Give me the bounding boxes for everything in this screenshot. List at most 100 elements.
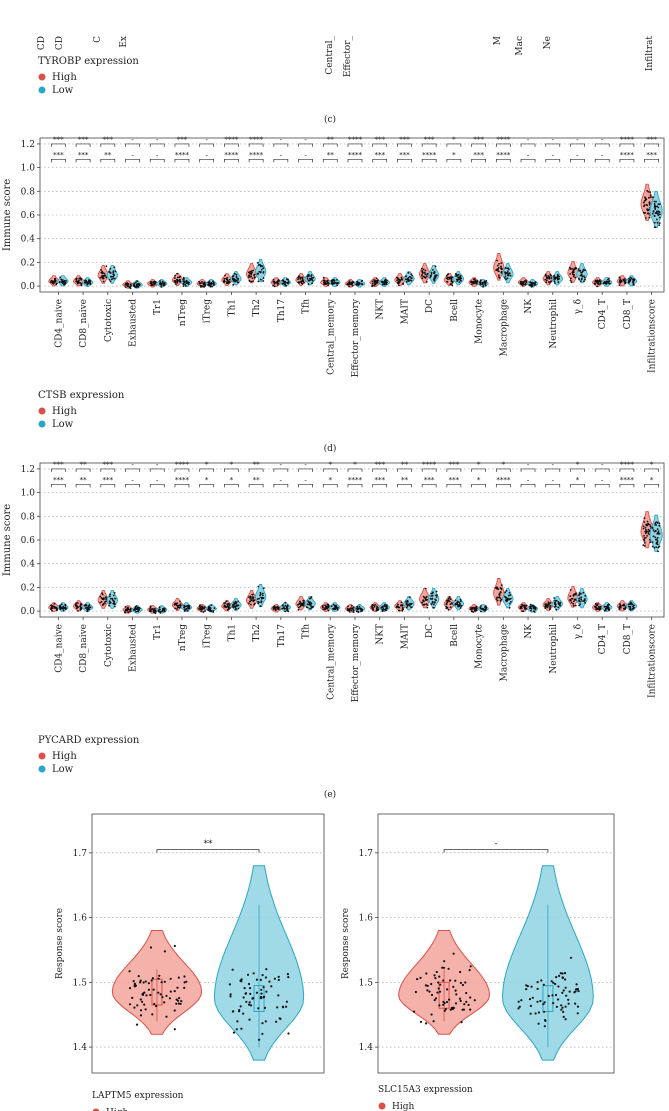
panel-e-point [430, 595, 433, 597]
panel-e-point [51, 607, 54, 610]
panel-d-x-tick-label: nTreg [178, 299, 188, 326]
panel-e-point [127, 608, 130, 611]
panel-e-sig-label: *** [424, 476, 435, 484]
panel-e-sig-label: - [601, 476, 604, 484]
panel-e-sig-label: - [552, 476, 555, 484]
panel-f-right-point [473, 999, 476, 1002]
top-fragment-axis-label: Ex [119, 36, 129, 48]
panel-e-point [429, 597, 432, 600]
panel-d-point [503, 277, 506, 279]
panel-d-point [182, 283, 185, 286]
panel-d-sig-bracket [224, 158, 239, 163]
panel-f-right-point [547, 994, 550, 998]
panel-f-right-point [465, 1000, 468, 1004]
panel-d-point [310, 278, 313, 281]
panel-e-violin-high [493, 578, 505, 606]
panel-d-x-tick-label: Central_memory [326, 298, 336, 375]
panel-d-point [211, 285, 213, 288]
panel-d-point [651, 212, 654, 215]
panel-d-point [448, 276, 450, 279]
panel-f-left-point [160, 981, 163, 984]
panel-d-point [479, 283, 482, 286]
panel-d-point [251, 277, 254, 280]
panel-e-point [504, 595, 506, 598]
panel-e-point [575, 594, 577, 596]
panel-e-sig-bracket [421, 468, 437, 472]
panel-e-point [259, 605, 262, 608]
panel-e-point [619, 606, 622, 609]
panel-d-sig-bracket [397, 143, 412, 147]
panel-f-left-point [173, 1028, 176, 1031]
panel-f-left-point [173, 990, 176, 993]
panel-d-x-tick-label: iTreg [203, 299, 213, 324]
panel-d-point [174, 277, 176, 279]
panel-e-x-tick-label: Tr1 [153, 624, 163, 640]
panel-f-left-point [248, 1001, 251, 1004]
panel-d-point [572, 273, 575, 276]
panel-f-right-point [459, 999, 462, 1003]
panel-f-right-point [469, 996, 472, 999]
slc15a3-legend-label-high: High [392, 1102, 414, 1111]
panel-d-point [399, 281, 401, 283]
panel-e-sig-bracket [224, 468, 239, 472]
panel-f-left-point [183, 986, 186, 990]
panel-e-point [372, 609, 375, 611]
panel-d-point [260, 264, 262, 267]
panel-e-point [448, 597, 450, 600]
panel-e-point [287, 610, 289, 613]
panel-e-sig-label: **** [422, 461, 437, 469]
panel-e-point [449, 598, 452, 600]
panel-e-sig-label: * [502, 461, 506, 469]
panel-d-point [207, 282, 210, 284]
panel-d-point [277, 282, 280, 284]
panel-f-right-point [526, 985, 529, 988]
panel-e-point [608, 609, 610, 612]
panel-d-point [606, 278, 609, 281]
panel-f-right-point [414, 990, 417, 994]
panel-f-left-point [169, 990, 172, 993]
panel-f-left-point [144, 980, 147, 983]
panel-d-point [583, 275, 585, 277]
panel-e-point [188, 604, 190, 607]
panel-e-point [426, 604, 429, 606]
panel-e-point [595, 607, 598, 609]
panel-f-right-point [426, 989, 429, 992]
panel-f-right-point [544, 1019, 547, 1022]
panel-d-point [386, 279, 388, 282]
panel-d-point [593, 282, 596, 285]
panel-d-x-tick-label: CD8_naive [79, 299, 89, 348]
panel-d-point [347, 282, 350, 285]
panel-d-x-tick-label: Th17 [277, 299, 287, 323]
panel-e-point [569, 598, 571, 601]
panel-e-point [459, 604, 461, 607]
panel-d-point [654, 208, 657, 211]
panel-e-point [572, 604, 575, 607]
panel-d-sig-bracket [248, 143, 264, 147]
panel-e-point [629, 608, 632, 610]
panel-e-point [381, 610, 384, 612]
panel-e-point [424, 597, 427, 600]
panel-e-point [433, 606, 435, 609]
panel-d-x-tick-label: Tr1 [153, 299, 163, 315]
panel-d-point [652, 210, 655, 212]
panel-f-right-point [452, 952, 455, 955]
panel-f-right-point [460, 1021, 463, 1024]
panel-d-point [150, 282, 153, 285]
panel-e-point [597, 603, 599, 605]
panel-d-point [114, 270, 117, 273]
panel-e-point [234, 600, 237, 603]
panel-e-sig-label: - [280, 476, 283, 484]
panel-e-point [105, 600, 108, 603]
panel-f-right-point [543, 1010, 546, 1013]
panel-d-point [446, 276, 449, 279]
panel-d-point [223, 280, 225, 283]
panel-f-left-point [157, 977, 160, 980]
panel-d-point [409, 276, 412, 278]
panel-e-sig-label: - [156, 461, 159, 469]
top-fragment-axis-label: Infiltrat [645, 36, 655, 72]
panel-f-left-point [278, 1017, 281, 1020]
panel-d-point [580, 278, 583, 281]
panel-d-point [545, 279, 548, 282]
panel-e-sig-bracket [372, 468, 388, 472]
panel-f-left-point [261, 974, 264, 977]
